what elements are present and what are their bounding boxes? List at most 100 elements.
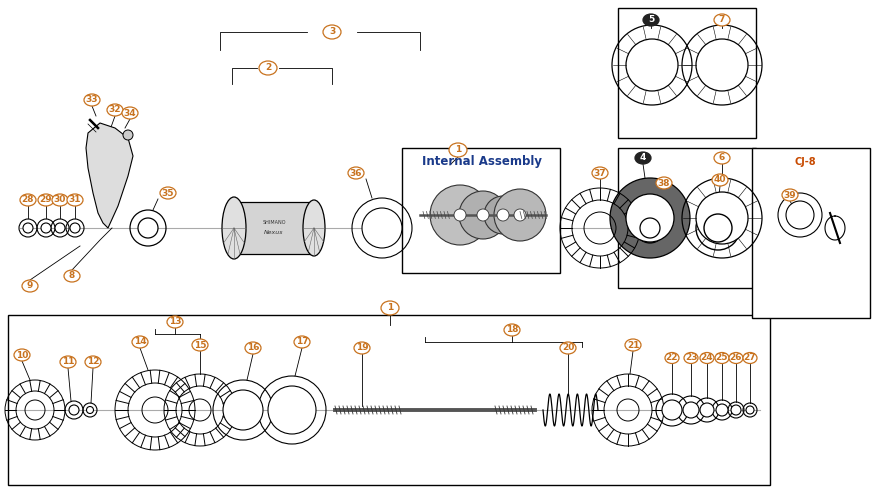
Ellipse shape xyxy=(665,353,679,364)
Ellipse shape xyxy=(712,174,728,186)
Circle shape xyxy=(430,185,490,245)
Ellipse shape xyxy=(85,356,101,368)
Ellipse shape xyxy=(107,104,123,116)
Ellipse shape xyxy=(14,349,30,361)
Circle shape xyxy=(484,196,522,234)
Text: 31: 31 xyxy=(69,195,81,204)
Ellipse shape xyxy=(222,197,246,259)
Text: 17: 17 xyxy=(295,337,309,347)
Ellipse shape xyxy=(504,324,520,336)
Ellipse shape xyxy=(245,342,261,354)
Circle shape xyxy=(683,402,699,418)
Text: 25: 25 xyxy=(716,354,728,363)
Ellipse shape xyxy=(560,342,576,354)
Ellipse shape xyxy=(84,94,100,106)
Circle shape xyxy=(459,191,507,239)
Bar xyxy=(402,148,560,273)
Ellipse shape xyxy=(714,14,730,26)
Ellipse shape xyxy=(20,194,36,206)
Circle shape xyxy=(696,39,748,91)
Text: 22: 22 xyxy=(666,354,678,363)
Circle shape xyxy=(454,209,466,221)
Circle shape xyxy=(23,223,33,233)
Circle shape xyxy=(41,223,51,233)
Circle shape xyxy=(268,386,316,434)
Circle shape xyxy=(696,192,748,244)
Ellipse shape xyxy=(700,353,714,364)
Circle shape xyxy=(497,209,509,221)
Text: 35: 35 xyxy=(162,188,174,197)
Ellipse shape xyxy=(782,189,798,201)
Ellipse shape xyxy=(64,270,80,282)
Text: 19: 19 xyxy=(356,344,368,353)
Ellipse shape xyxy=(715,353,729,364)
Ellipse shape xyxy=(259,61,277,75)
Ellipse shape xyxy=(52,194,68,206)
Text: 8: 8 xyxy=(69,271,75,281)
Text: 29: 29 xyxy=(39,195,52,204)
Ellipse shape xyxy=(323,25,341,39)
Circle shape xyxy=(70,223,80,233)
Polygon shape xyxy=(86,123,133,228)
Text: 21: 21 xyxy=(627,340,639,350)
Circle shape xyxy=(662,400,682,420)
Text: 39: 39 xyxy=(784,190,796,199)
Ellipse shape xyxy=(67,194,83,206)
Text: 9: 9 xyxy=(27,282,33,291)
Circle shape xyxy=(640,218,660,238)
Bar xyxy=(618,8,756,138)
Ellipse shape xyxy=(729,353,743,364)
Text: 26: 26 xyxy=(730,354,742,363)
Ellipse shape xyxy=(635,152,651,164)
Text: 5: 5 xyxy=(648,15,654,24)
Text: 33: 33 xyxy=(86,96,98,105)
Text: 30: 30 xyxy=(54,195,66,204)
Text: 3: 3 xyxy=(329,27,335,37)
Circle shape xyxy=(731,405,741,415)
Text: Internal Assembly: Internal Assembly xyxy=(422,156,542,169)
Text: 27: 27 xyxy=(744,354,756,363)
Ellipse shape xyxy=(160,187,176,199)
Text: 20: 20 xyxy=(562,344,574,353)
Ellipse shape xyxy=(348,167,364,179)
Text: 11: 11 xyxy=(62,358,74,367)
Text: 38: 38 xyxy=(658,179,670,187)
Ellipse shape xyxy=(592,167,608,179)
Bar xyxy=(752,148,870,318)
Ellipse shape xyxy=(192,339,208,351)
Text: 12: 12 xyxy=(87,358,100,367)
Circle shape xyxy=(138,218,158,238)
Text: 23: 23 xyxy=(684,354,697,363)
Circle shape xyxy=(700,403,714,417)
Text: 13: 13 xyxy=(169,317,181,326)
Ellipse shape xyxy=(643,14,659,26)
Circle shape xyxy=(786,201,814,229)
Ellipse shape xyxy=(122,107,138,119)
Text: 1: 1 xyxy=(454,145,461,154)
Ellipse shape xyxy=(714,152,730,164)
Ellipse shape xyxy=(294,336,310,348)
Text: 28: 28 xyxy=(22,195,34,204)
Circle shape xyxy=(704,214,732,242)
Text: 15: 15 xyxy=(194,340,206,350)
Circle shape xyxy=(514,209,526,221)
Circle shape xyxy=(716,404,728,416)
Ellipse shape xyxy=(354,342,370,354)
Circle shape xyxy=(123,130,133,140)
Circle shape xyxy=(55,223,65,233)
Text: 24: 24 xyxy=(701,354,713,363)
Ellipse shape xyxy=(743,353,757,364)
Circle shape xyxy=(746,406,754,414)
Ellipse shape xyxy=(684,353,698,364)
Text: 32: 32 xyxy=(108,106,121,115)
Text: 4: 4 xyxy=(640,153,646,163)
Circle shape xyxy=(477,209,489,221)
Bar xyxy=(8,315,770,485)
Text: 14: 14 xyxy=(134,337,146,347)
Text: 6: 6 xyxy=(719,153,725,163)
Circle shape xyxy=(223,390,263,430)
Text: 2: 2 xyxy=(265,63,271,72)
Text: SHIMANO: SHIMANO xyxy=(262,221,286,226)
Ellipse shape xyxy=(625,339,641,351)
Ellipse shape xyxy=(132,336,148,348)
